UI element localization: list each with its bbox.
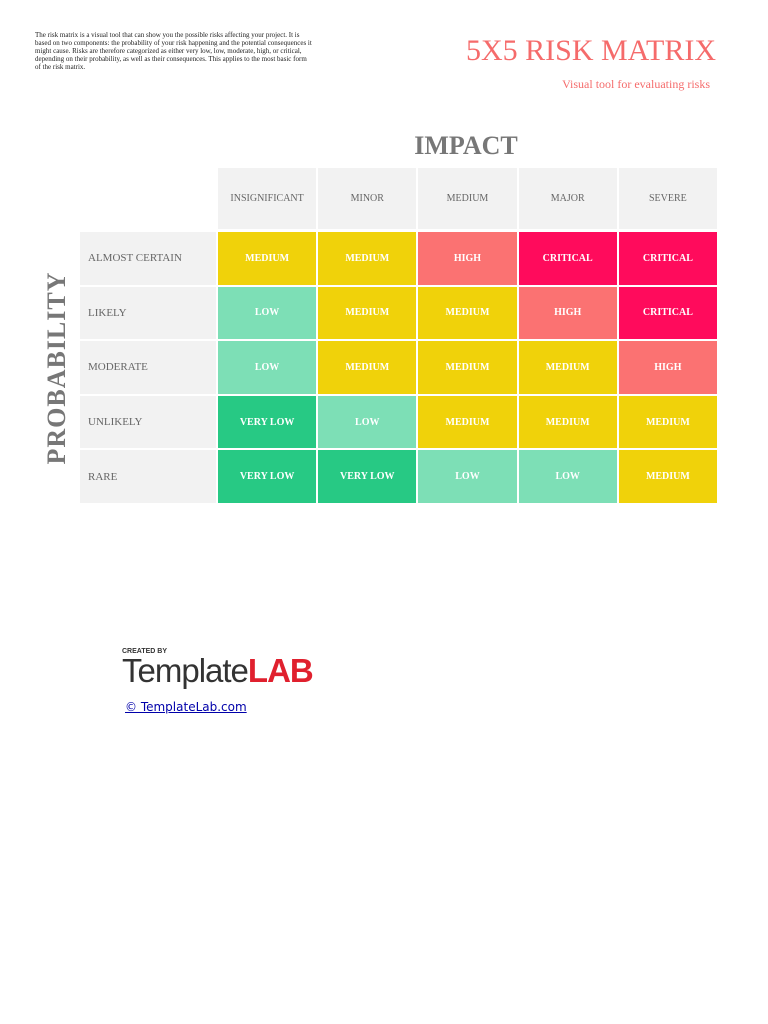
row-label: MODERATE xyxy=(80,341,216,394)
risk-cell: MEDIUM xyxy=(518,341,617,394)
risk-cell: VERY LOW xyxy=(218,395,317,449)
column-header: MAJOR xyxy=(518,168,617,229)
risk-cell: MEDIUM xyxy=(318,286,417,340)
row-label: RARE xyxy=(80,450,216,503)
risk-cell: MEDIUM xyxy=(618,395,717,449)
link[interactable]: © TemplateLab.com xyxy=(125,700,247,714)
column-header: MINOR xyxy=(318,168,417,229)
risk-cell: MEDIUM xyxy=(618,450,717,503)
column-header: SEVERE xyxy=(618,168,717,229)
description: The risk matrix is a visual tool that ca… xyxy=(35,31,312,71)
risk-cell: LOW xyxy=(218,286,317,340)
impact-label: IMPACT xyxy=(414,131,518,160)
risk-cell: HIGH xyxy=(618,341,717,394)
risk-cell: LOW xyxy=(218,341,317,394)
risk-cell: MEDIUM xyxy=(418,395,517,449)
risk-cell: MEDIUM xyxy=(218,232,317,285)
risk-cell: MEDIUM xyxy=(518,395,617,449)
risk-cell: LOW xyxy=(418,450,517,503)
risk-cell: MEDIUM xyxy=(318,232,417,285)
risk-cell: HIGH xyxy=(418,232,517,285)
row-label: LIKELY xyxy=(80,286,216,340)
logo: TemplateLAB xyxy=(122,652,314,690)
risk-cell: VERY LOW xyxy=(318,450,417,503)
risk-cell: CRITICAL xyxy=(618,232,717,285)
risk-cell: MEDIUM xyxy=(418,286,517,340)
title: 5X5 RISK MATRIX xyxy=(465,34,716,67)
risk-cell: MEDIUM xyxy=(418,341,517,394)
logo-template: Template xyxy=(122,652,249,689)
created-by: CREATED BY xyxy=(122,648,167,655)
risk-cell: MEDIUM xyxy=(318,341,417,394)
risk-cell: LOW xyxy=(518,450,617,503)
risk-cell: LOW xyxy=(318,395,417,449)
logo-lab: LAB xyxy=(247,652,314,689)
risk-cell: HIGH xyxy=(518,286,617,340)
column-header: MEDIUM xyxy=(418,168,517,229)
probability-label: PROBABILITY xyxy=(42,271,71,465)
row-label: ALMOST CERTAIN xyxy=(80,232,216,285)
risk-cell: CRITICAL xyxy=(618,286,717,340)
column-header: INSIGNIFICANT xyxy=(218,168,317,229)
risk-cell: VERY LOW xyxy=(218,450,317,503)
row-label: UNLIKELY xyxy=(80,395,216,449)
risk-cell: CRITICAL xyxy=(518,232,617,285)
subtitle: Visual tool for evaluating risks xyxy=(562,77,710,91)
